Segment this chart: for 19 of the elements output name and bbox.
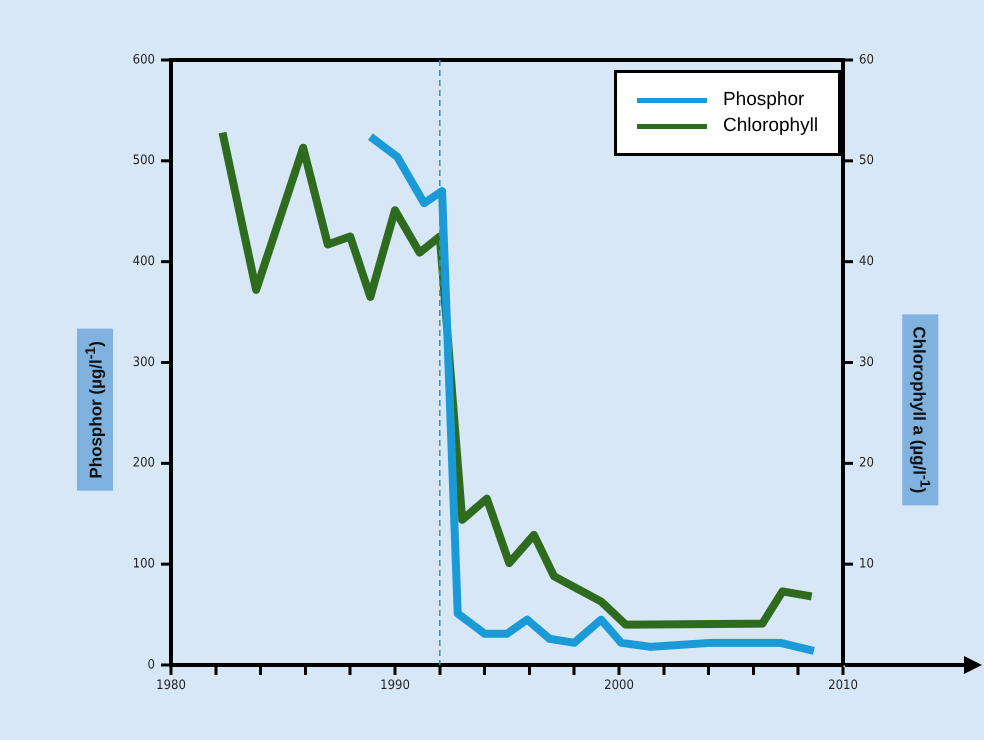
y2-tick-label: 60 <box>859 52 874 68</box>
y-tick-label: 300 <box>132 354 155 370</box>
legend-label: Chlorophyll <box>723 115 818 137</box>
x-tick-label: 2010 <box>828 678 858 694</box>
y-tick-label: 600 <box>132 52 155 68</box>
y2-tick-label: 30 <box>859 354 874 370</box>
x-tick-label: 1990 <box>380 678 410 694</box>
y2-tick-label: 10 <box>859 556 874 572</box>
y-tick-label: 500 <box>132 153 155 168</box>
x-tick-label: 2000 <box>604 678 634 694</box>
y2-tick-label: 40 <box>859 254 874 270</box>
y-tick-label: 0 <box>148 657 155 672</box>
x-tick-label: 1980 <box>156 678 186 694</box>
y-tick-label: 200 <box>132 456 155 471</box>
y2-tick-label: 50 <box>859 153 874 168</box>
y2-tick-label: 20 <box>859 456 874 471</box>
y-tick-label: 100 <box>132 556 155 572</box>
legend-label: Phosphor <box>723 89 804 111</box>
y-tick-label: 400 <box>132 254 155 270</box>
